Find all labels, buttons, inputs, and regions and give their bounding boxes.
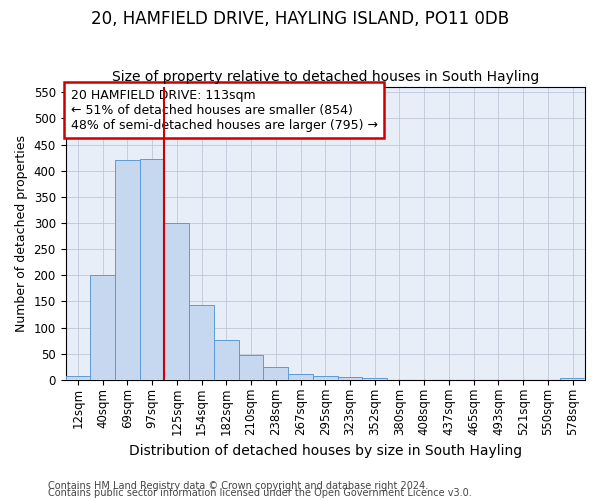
Title: Size of property relative to detached houses in South Hayling: Size of property relative to detached ho… bbox=[112, 70, 539, 85]
Text: 20 HAMFIELD DRIVE: 113sqm
← 51% of detached houses are smaller (854)
48% of semi: 20 HAMFIELD DRIVE: 113sqm ← 51% of detac… bbox=[71, 88, 378, 132]
Bar bbox=[362, 378, 387, 380]
Bar bbox=[164, 223, 189, 380]
X-axis label: Distribution of detached houses by size in South Hayling: Distribution of detached houses by size … bbox=[129, 444, 522, 458]
Text: Contains public sector information licensed under the Open Government Licence v3: Contains public sector information licen… bbox=[48, 488, 472, 498]
Y-axis label: Number of detached properties: Number of detached properties bbox=[15, 135, 28, 332]
Bar bbox=[338, 378, 362, 380]
Bar bbox=[65, 376, 90, 380]
Text: 20, HAMFIELD DRIVE, HAYLING ISLAND, PO11 0DB: 20, HAMFIELD DRIVE, HAYLING ISLAND, PO11… bbox=[91, 10, 509, 28]
Bar bbox=[90, 276, 115, 380]
Bar bbox=[288, 374, 313, 380]
Bar bbox=[239, 355, 263, 380]
Bar bbox=[263, 368, 288, 380]
Bar bbox=[189, 305, 214, 380]
Bar bbox=[560, 378, 585, 380]
Text: Contains HM Land Registry data © Crown copyright and database right 2024.: Contains HM Land Registry data © Crown c… bbox=[48, 481, 428, 491]
Bar bbox=[214, 340, 239, 380]
Bar bbox=[313, 376, 338, 380]
Bar bbox=[140, 159, 164, 380]
Bar bbox=[115, 160, 140, 380]
